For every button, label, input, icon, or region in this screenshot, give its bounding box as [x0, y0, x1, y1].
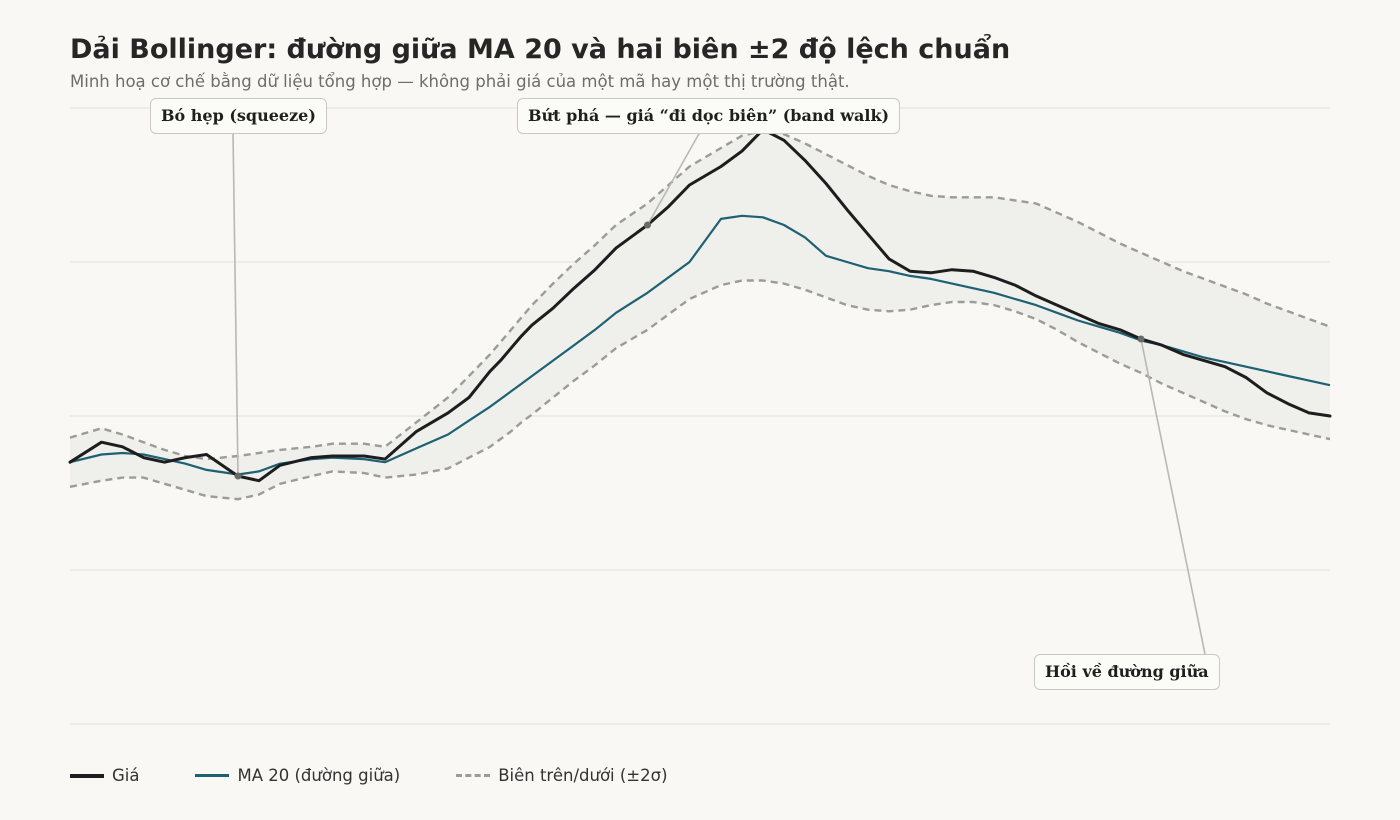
- legend-item-band: Biên trên/dưới (±2σ): [456, 766, 668, 785]
- band-fill-area: [70, 131, 1330, 500]
- legend-label-price: Giá: [112, 766, 140, 785]
- legend-swatch-ma: [195, 774, 230, 777]
- lower-band-line: [69, 279, 1331, 501]
- annotation-breakout-leader: [646, 131, 701, 226]
- chart-title: Dải Bollinger: đường giữa MA 20 và hai b…: [70, 34, 1011, 65]
- price-line: [68, 128, 1332, 483]
- annotation-squeeze: Bó hẹp (squeeze): [150, 98, 327, 134]
- legend-swatch-price: [70, 773, 104, 778]
- annotation-squeeze-marker: [234, 472, 242, 480]
- annotation-revert-leader: [1140, 338, 1206, 655]
- legend-label-band: Biên trên/dưới (±2σ): [498, 766, 668, 785]
- annotation-squeeze-leader: [232, 131, 239, 477]
- annotation-breakout: Bứt phá — giá “đi dọc biên” (band walk): [517, 98, 901, 134]
- annotation-revert-marker: [1137, 335, 1145, 343]
- legend-item-price: Giá: [70, 766, 139, 785]
- upper-band-line: [69, 129, 1331, 461]
- annotation-revert: Hồi về đường giữa: [1034, 654, 1220, 690]
- chart-legend: Giá MA 20 (đường giữa) Biên trên/dưới (±…: [70, 766, 724, 785]
- annotation-breakout-marker: [644, 221, 651, 229]
- chart-subtitle: Minh hoạ cơ chế bằng dữ liệu tổng hợp — …: [70, 72, 850, 91]
- legend-swatch-band: [456, 774, 491, 777]
- legend-label-ma: MA 20 (đường giữa): [237, 766, 401, 785]
- legend-item-ma: MA 20 (đường giữa): [195, 766, 400, 785]
